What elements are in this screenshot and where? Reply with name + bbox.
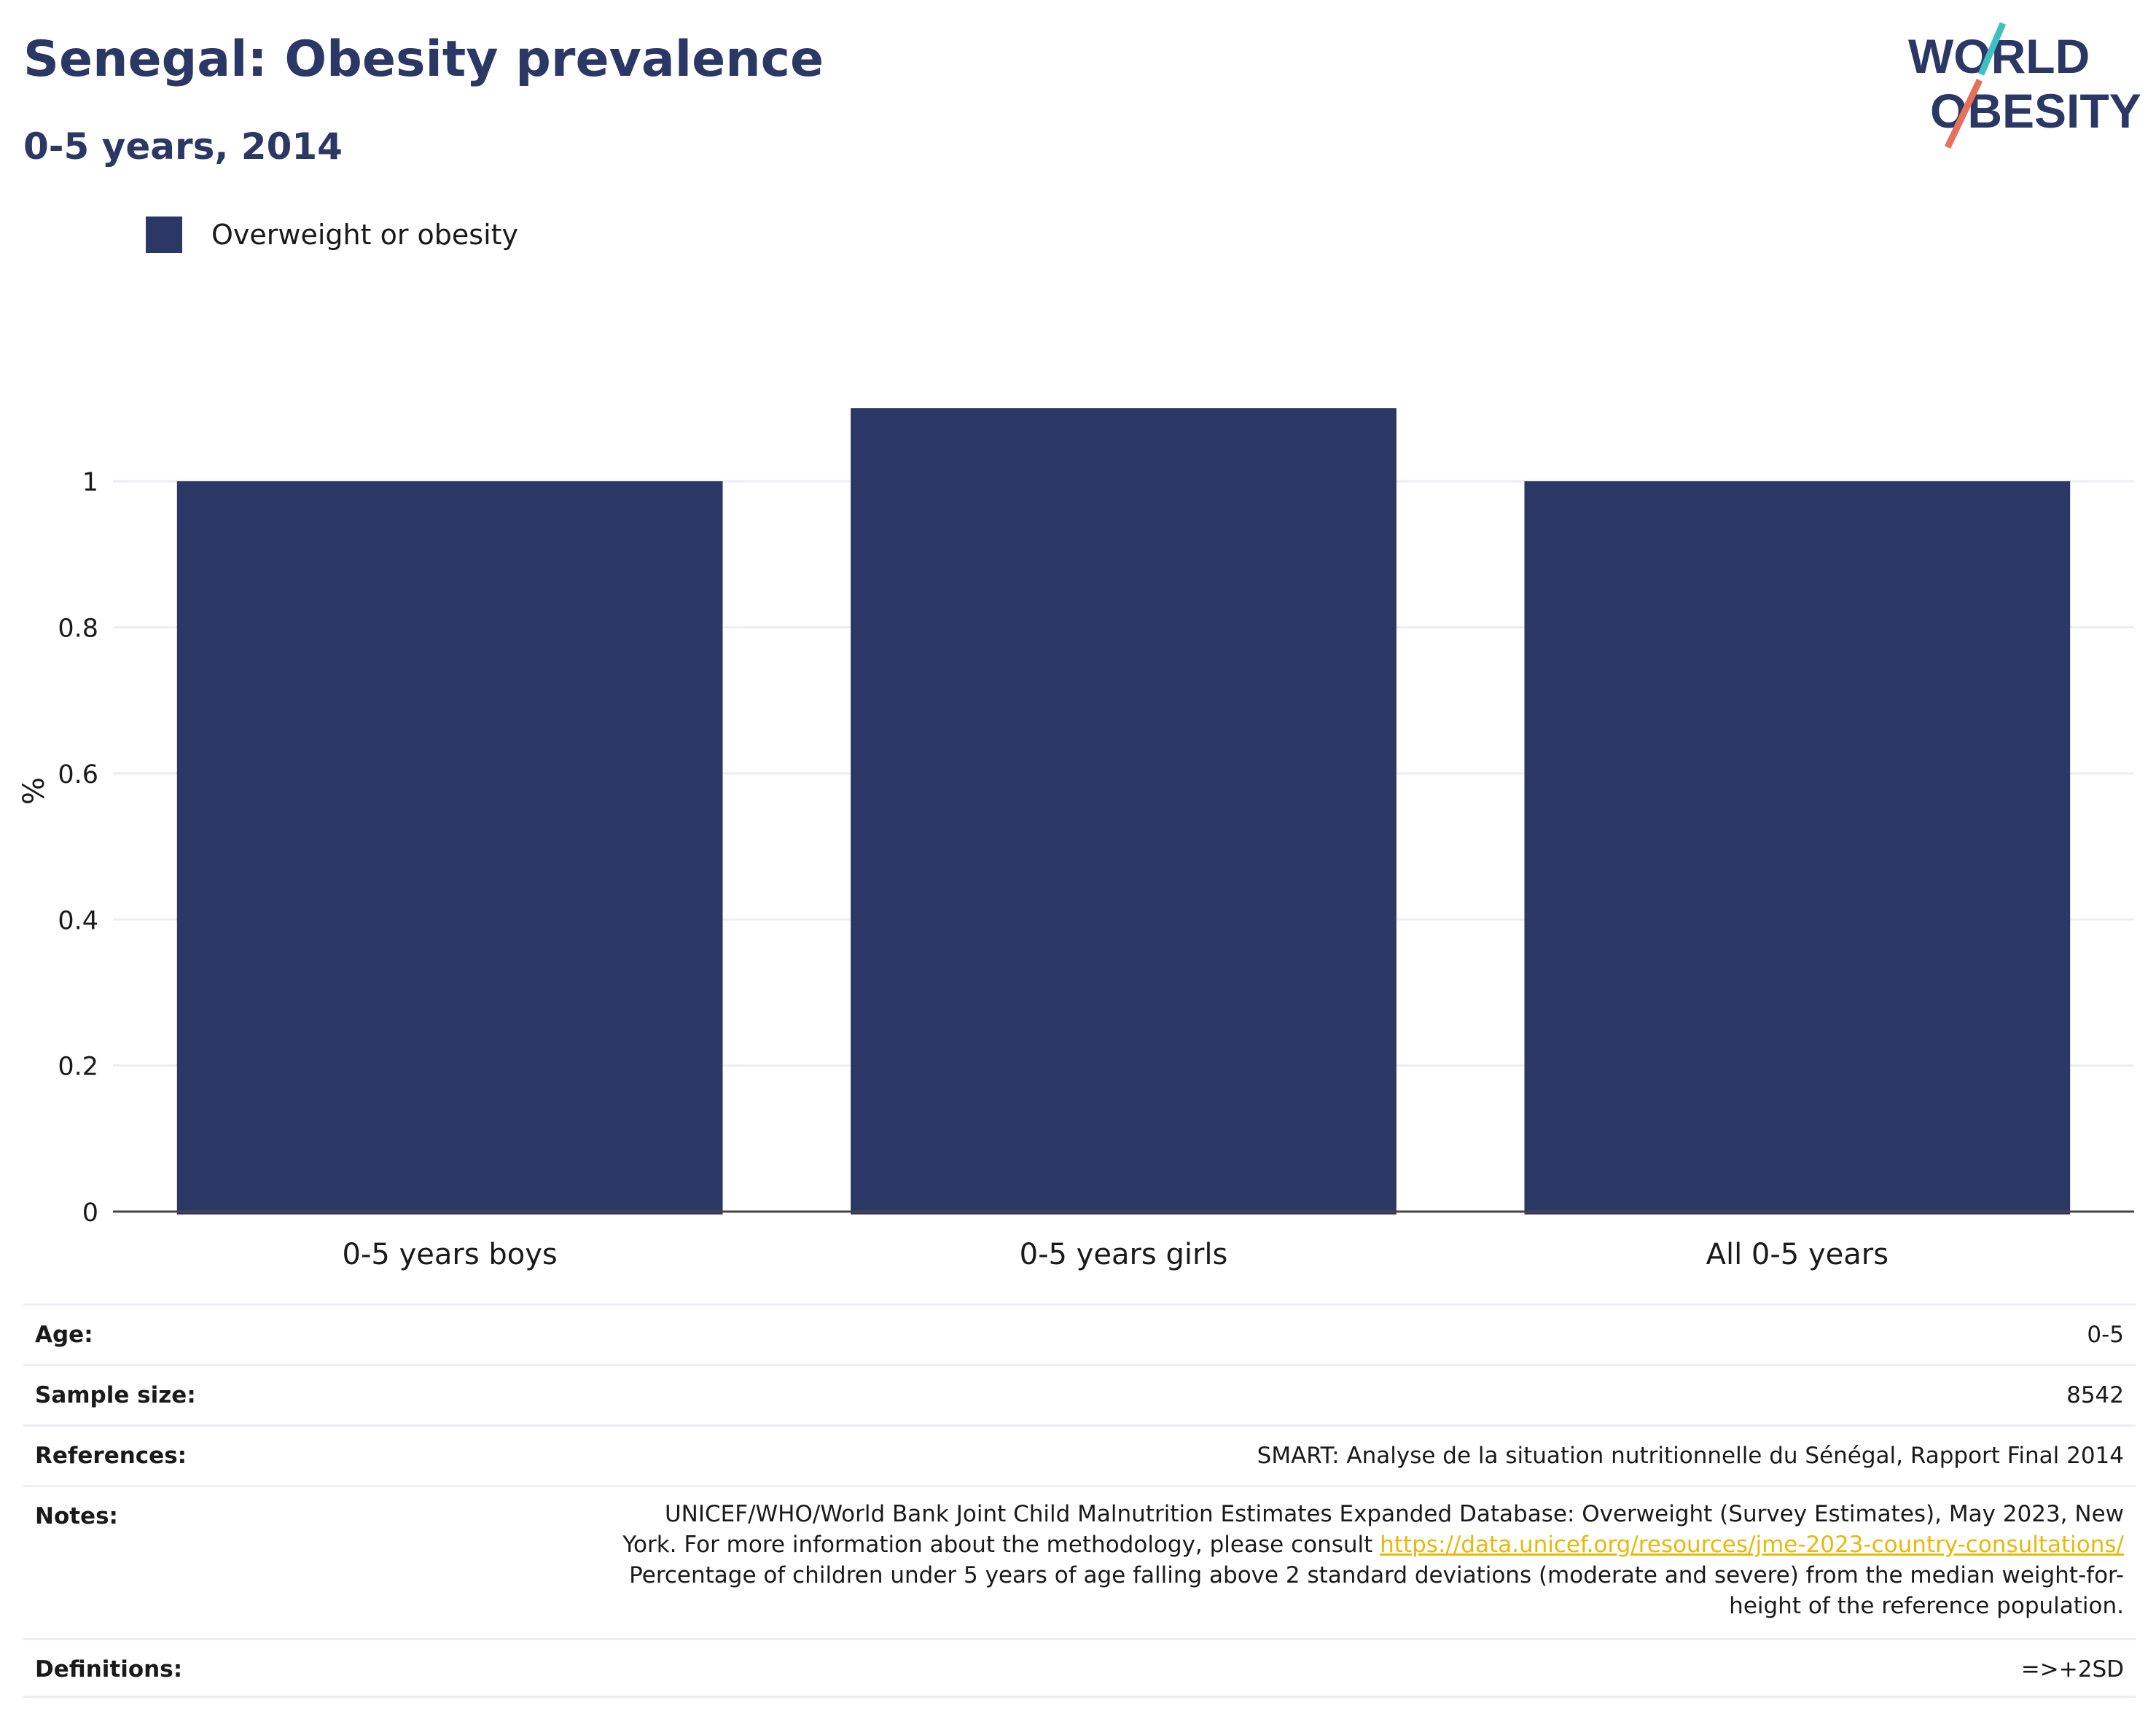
notes-line-2: York. For more information about the met… [622, 1529, 2124, 1560]
page-title: Senegal: Obesity prevalence [23, 31, 824, 88]
y-tick-label: 0 [82, 1198, 98, 1228]
notes-line-3: Percentage of children under 5 years of … [629, 1562, 2124, 1588]
page-subtitle: 0-5 years, 2014 [23, 125, 343, 168]
notes-label: Notes: [35, 1503, 118, 1529]
definitions-value: =>+2SD [2020, 1656, 2124, 1683]
x-tick-label: 0-5 years girls [1020, 1238, 1228, 1271]
y-tick-label: 0.2 [58, 1053, 98, 1082]
references-value: SMART: Analyse de la situation nutrition… [1257, 1443, 2124, 1469]
x-axis-labels: 0-5 years boys 0-5 years girls All 0-5 yea… [343, 1238, 1889, 1271]
bar-0[interactable] [176, 481, 723, 1214]
bars [176, 408, 2071, 1214]
notes-line-1: UNICEF/WHO/World Bank Joint Child Malnut… [664, 1501, 2124, 1527]
y-tick-label: 0.8 [58, 615, 98, 644]
age-row: Age: 0-5 [23, 1303, 2136, 1364]
y-tick-label: 1 [82, 468, 98, 497]
definitions-label: Definitions: [35, 1656, 183, 1683]
legend-label: Overweight or obesity [211, 219, 519, 251]
sample-size-value: 8542 [2066, 1382, 2124, 1408]
info-table: Age: 0-5 Sample size: 8542 References: S… [23, 1303, 2136, 1698]
age-value: 0-5 [2087, 1322, 2124, 1348]
y-axis-ticks: 0 0.2 0.4 0.6 0.8 1 [58, 468, 98, 1228]
y-tick-label: 0.4 [58, 906, 98, 935]
notes-value: UNICEF/WHO/World Bank Joint Child Malnut… [622, 1487, 2124, 1621]
notes-line-4: height of the reference population. [1729, 1593, 2124, 1619]
methodology-link[interactable]: https://data.unicef.org/resources/jme-20… [1380, 1532, 2124, 1558]
x-tick-label: All 0-5 years [1706, 1238, 1889, 1271]
age-label: Age: [35, 1322, 93, 1348]
chart-legend: Overweight or obesity [146, 217, 518, 253]
logo-teal-slash [1977, 22, 2007, 76]
y-axis-label: % [17, 777, 51, 805]
x-tick-label: 0-5 years boys [343, 1238, 558, 1271]
notes-line-2-text: York. For more information about the met… [622, 1532, 1380, 1558]
world-obesity-logo: WORLD OBESITY [1908, 22, 2141, 149]
y-tick-label: 0.6 [58, 760, 98, 789]
notes-row: Notes: UNICEF/WHO/World Bank Joint Child… [23, 1485, 2136, 1638]
references-row: References: SMART: Analyse de la situati… [23, 1424, 2136, 1485]
logo-coral-slash [1944, 79, 1983, 149]
definitions-row: Definitions: =>+2SD [23, 1638, 2136, 1698]
legend-swatch [146, 217, 182, 253]
bar-chart: 0 0.2 0.4 0.6 0.8 1 0-5 years boys 0-5 years g… [17, 408, 2134, 1271]
sample-size-label: Sample size: [35, 1382, 196, 1408]
sample-size-row: Sample size: 8542 [23, 1364, 2136, 1424]
bar-2[interactable] [1524, 481, 2071, 1214]
bar-1[interactable] [851, 408, 1397, 1214]
references-label: References: [35, 1443, 187, 1469]
